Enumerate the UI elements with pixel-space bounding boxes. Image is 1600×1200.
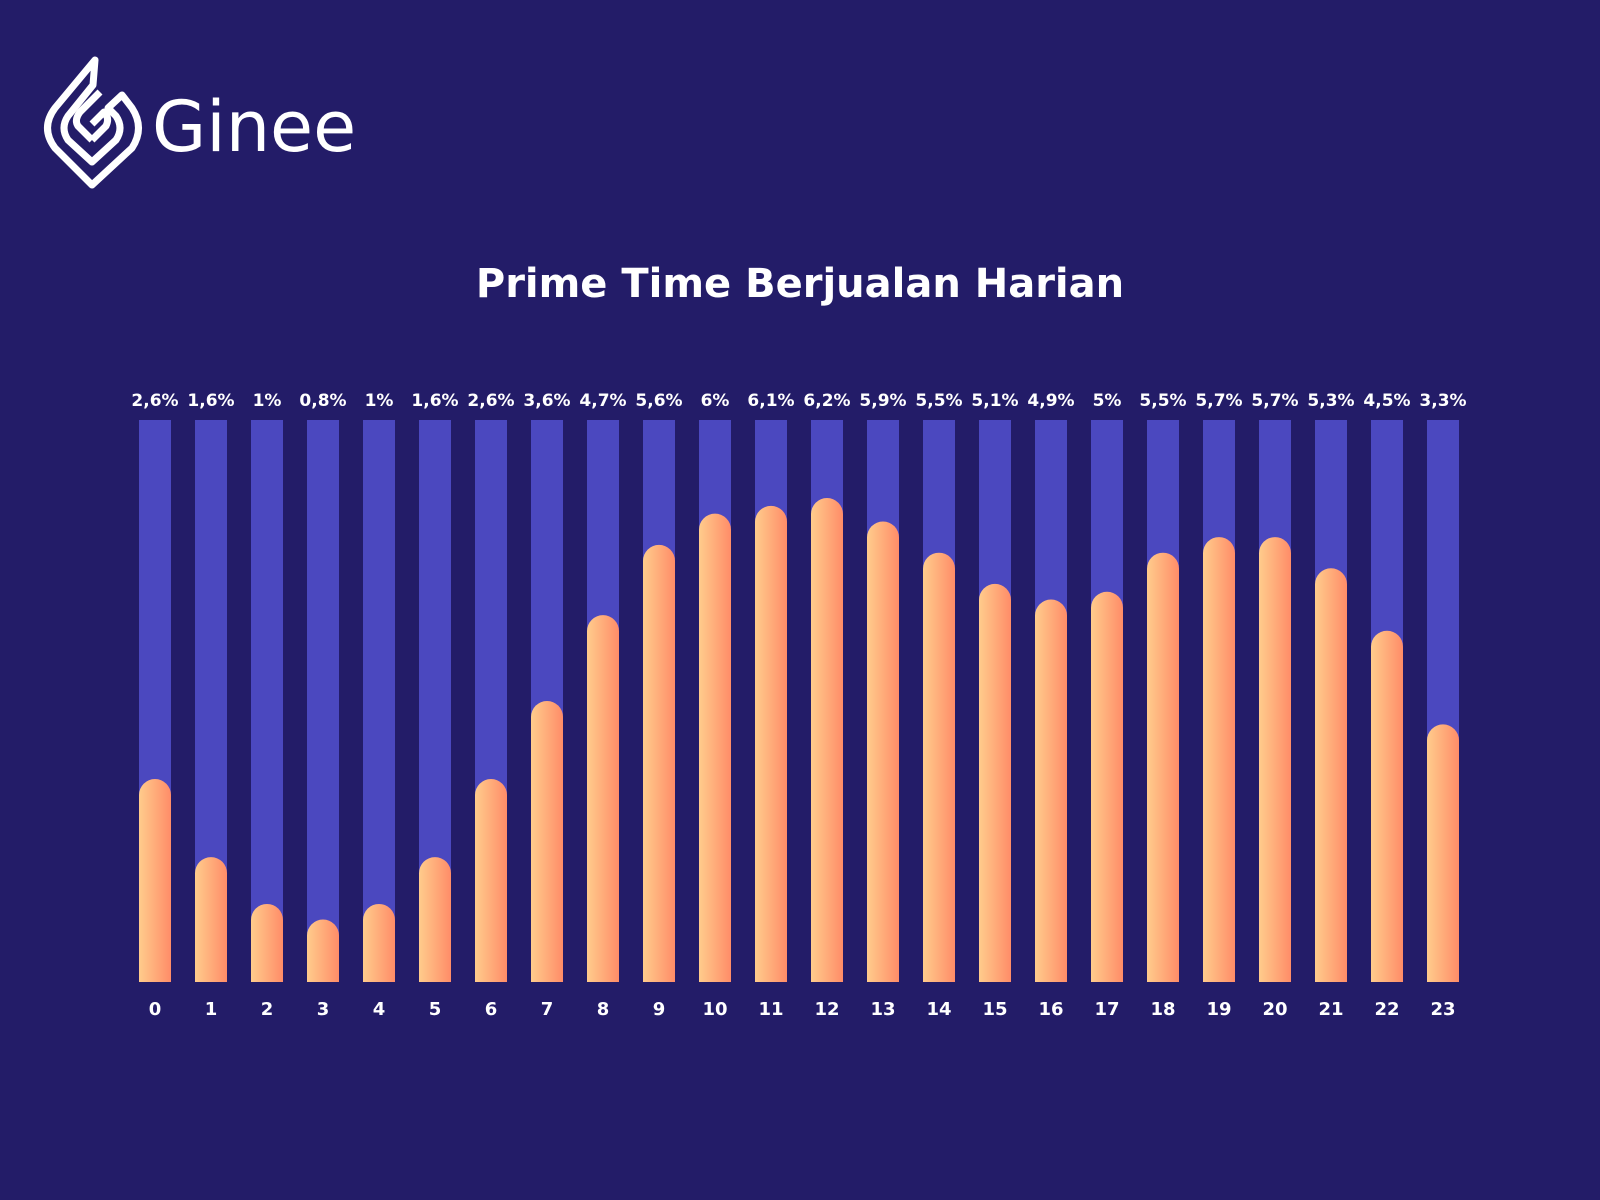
value-label: 3,3% (1419, 391, 1466, 411)
bar-track (251, 420, 283, 982)
bar (1427, 724, 1459, 982)
x-tick-label: 1 (205, 999, 218, 1020)
value-label: 5,5% (1139, 391, 1186, 411)
value-label: 5,6% (635, 391, 682, 411)
value-label: 5,1% (971, 391, 1018, 411)
value-label: 5,9% (859, 391, 906, 411)
value-label: 5,5% (915, 391, 962, 411)
value-label: 4,9% (1027, 391, 1074, 411)
bar (195, 857, 227, 982)
x-tick-label: 14 (926, 999, 951, 1020)
x-tick-label: 12 (814, 999, 839, 1020)
bar (811, 498, 843, 982)
x-tick-label: 22 (1374, 999, 1399, 1020)
value-label: 1% (253, 391, 282, 411)
value-label: 6,1% (747, 391, 794, 411)
value-label: 4,7% (579, 391, 626, 411)
value-label: 1% (365, 391, 394, 411)
x-tick-label: 0 (149, 999, 162, 1020)
value-label: 5% (1093, 391, 1122, 411)
x-tick-label: 2 (261, 999, 274, 1020)
bar (699, 513, 731, 982)
bar (363, 903, 395, 982)
value-label: 5,3% (1307, 391, 1354, 411)
bar (1259, 537, 1291, 982)
bar (531, 701, 563, 982)
value-label: 5,7% (1251, 391, 1298, 411)
bar (643, 544, 675, 982)
bar (1315, 568, 1347, 982)
x-tick-label: 18 (1150, 999, 1175, 1020)
bar (307, 919, 339, 982)
bar (1203, 537, 1235, 982)
value-label: 5,7% (1195, 391, 1242, 411)
x-tick-label: 23 (1430, 999, 1455, 1020)
x-tick-label: 7 (541, 999, 554, 1020)
bar (755, 505, 787, 982)
value-label: 2,6% (131, 391, 178, 411)
bar (979, 583, 1011, 982)
bar (1371, 630, 1403, 982)
value-label: 1,6% (187, 391, 234, 411)
x-tick-label: 6 (485, 999, 498, 1020)
value-label: 2,6% (467, 391, 514, 411)
x-tick-label: 17 (1094, 999, 1119, 1020)
x-tick-label: 21 (1318, 999, 1343, 1020)
bar (1035, 599, 1067, 982)
value-label: 3,6% (523, 391, 570, 411)
chart-title: Prime Time Berjualan Harian (476, 261, 1124, 307)
x-tick-label: 15 (982, 999, 1007, 1020)
x-tick-label: 8 (597, 999, 610, 1020)
bar (419, 857, 451, 982)
x-tick-label: 9 (653, 999, 666, 1020)
logo-icon (44, 56, 142, 189)
x-tick-label: 19 (1206, 999, 1231, 1020)
bar (251, 903, 283, 982)
bar (1091, 591, 1123, 982)
x-tick-label: 5 (429, 999, 442, 1020)
value-label: 6% (701, 391, 730, 411)
value-label: 6,2% (803, 391, 850, 411)
x-tick-label: 20 (1262, 999, 1287, 1020)
x-tick-label: 11 (758, 999, 783, 1020)
bar (867, 521, 899, 982)
bar-track (363, 420, 395, 982)
x-tick-label: 4 (373, 999, 386, 1020)
bar (139, 779, 171, 982)
value-label: 0,8% (299, 391, 346, 411)
bar (1147, 552, 1179, 982)
logo-text: Ginee (152, 86, 356, 168)
bar-track (307, 420, 339, 982)
bar (923, 552, 955, 982)
bar (475, 779, 507, 982)
value-label: 4,5% (1363, 391, 1410, 411)
x-tick-label: 10 (702, 999, 727, 1020)
bar (587, 615, 619, 982)
x-tick-label: 16 (1038, 999, 1063, 1020)
value-label: 1,6% (411, 391, 458, 411)
x-tick-label: 13 (870, 999, 895, 1020)
x-tick-label: 3 (317, 999, 330, 1020)
